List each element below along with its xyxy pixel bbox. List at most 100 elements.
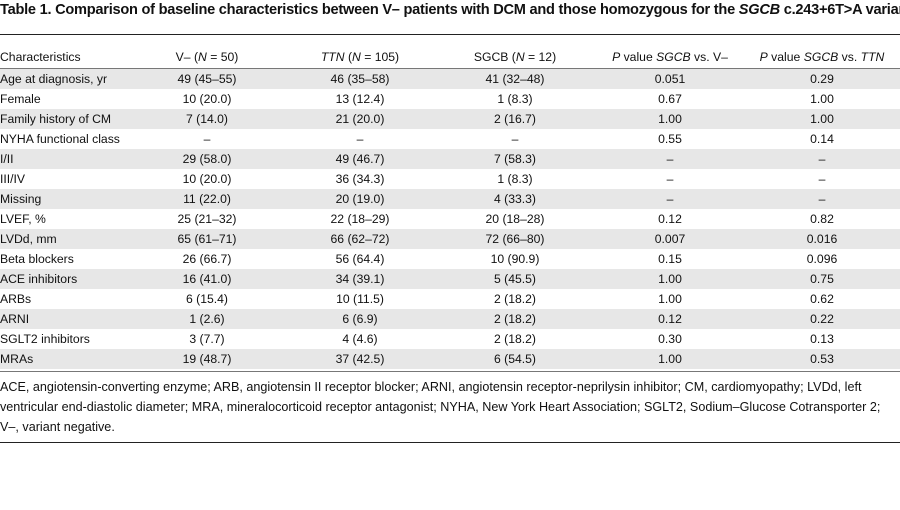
row-stripe (0, 349, 900, 369)
table-row: Missing 11 (22.0) 20 (19.0) 4 (33.3) – – (0, 189, 900, 209)
table-row: SGLT2 inhibitors 3 (7.7) 4 (4.6) 2 (18.2) 0.… (0, 329, 900, 349)
table-cell: 41 (32–48) (485, 72, 545, 86)
row-stripe (0, 189, 900, 209)
row-stripe (0, 229, 900, 249)
table-cell: – (666, 172, 674, 186)
table-row: Family history of CM 7 (14.0) 21 (20.0) 2 (… (0, 109, 900, 129)
table-cell: 0.016 (806, 232, 838, 246)
table-cell: 1.00 (658, 272, 682, 286)
table-cell: 36 (34.3) (335, 172, 385, 186)
table-cell: 46 (35–58) (330, 72, 390, 86)
header-vneg: V– (N = 50) (175, 50, 239, 64)
table-row: ACE inhibitors 16 (41.0) 34 (39.1) 5 (45.5)… (0, 269, 900, 289)
row-stripe (0, 149, 900, 169)
table-cell: 10 (11.5) (336, 292, 384, 306)
table-row: I/II 29 (58.0) 49 (46.7) 7 (58.3) – – (0, 149, 900, 169)
title-gene: SGCB (738, 2, 780, 18)
table-cell: 0.15 (658, 252, 682, 266)
table-row: III/IV 10 (20.0) 36 (34.3) 1 (8.3) – – (0, 169, 900, 189)
table-cell: – (356, 132, 364, 146)
table-cell: 4 (4.6) (342, 332, 378, 346)
table-row: NYHA functional class – – – 0.55 0.14 (0, 129, 900, 149)
table-cell: 6 (6.9) (342, 312, 378, 326)
header-row: Characteristics V– (N = 50) TTN (N = 105… (0, 47, 900, 67)
top-rule (0, 34, 900, 35)
table-cell: 20 (19.0) (335, 192, 385, 206)
table-cell: – (203, 132, 211, 146)
table-cell: 6 (54.5) (493, 352, 536, 366)
table-cell: 10 (90.9) (490, 252, 540, 266)
row-label: ARBs (0, 292, 32, 306)
table-cell: 0.30 (658, 332, 682, 346)
table-cell: 1 (2.6) (189, 312, 225, 326)
table-cell: – (666, 152, 674, 166)
table-cell: 2 (18.2) (493, 292, 536, 306)
header-p-sgcb-ttn: P value SGCB vs. TTN (759, 50, 885, 64)
table-row: Female 10 (20.0) 13 (12.4) 1 (8.3) 0.67 1.00 (0, 89, 900, 109)
row-stripe (0, 109, 900, 129)
row-stripe (0, 69, 900, 89)
table-cell: 2 (18.2) (493, 312, 536, 326)
row-stripe (0, 309, 900, 329)
table-cell: 1.00 (810, 112, 834, 126)
row-label: MRAs (0, 352, 34, 366)
table-row: Beta blockers 26 (66.7) 56 (64.4) 10 (90.9)… (0, 249, 900, 269)
row-label: LVDd, mm (0, 232, 57, 246)
table-cell: 65 (61–71) (177, 232, 237, 246)
table-cell: – (511, 132, 519, 146)
table-cell: 25 (21–32) (177, 212, 237, 226)
table-cell: 11 (22.0) (183, 192, 231, 206)
table-cell: – (818, 152, 826, 166)
table-cell: – (666, 192, 674, 206)
row-label: Missing (0, 192, 42, 206)
table-cell: 22 (18–29) (330, 212, 390, 226)
table-cell: 7 (58.3) (493, 152, 536, 166)
table-row: ARNI 1 (2.6) 6 (6.9) 2 (18.2) 0.12 0.22 (0, 309, 900, 329)
table-cell: 20 (18–28) (485, 212, 545, 226)
table-cell: 0.14 (810, 132, 834, 146)
table-cell: 0.82 (810, 212, 834, 226)
table-cell: 5 (45.5) (493, 272, 536, 286)
title-suffix: c.243+6T>A variant (779, 2, 900, 18)
row-label: LVEF, % (0, 212, 46, 226)
table-row: Age at diagnosis, yr 49 (45–55) 46 (35–58)… (0, 69, 900, 89)
table-cell: 1.00 (658, 112, 682, 126)
table-cell: 1 (8.3) (497, 92, 533, 106)
table-cell: 0.12 (658, 312, 682, 326)
table-cell: 16 (41.0) (182, 272, 232, 286)
table-cell: 29 (58.0) (182, 152, 232, 166)
table-cell: 0.29 (810, 72, 834, 86)
table-cell: 0.67 (658, 92, 682, 106)
row-stripe (0, 269, 900, 289)
table-cell: 6 (15.4) (185, 292, 228, 306)
table-cell: 7 (14.0) (185, 112, 228, 126)
table-cell: 0.007 (654, 232, 686, 246)
table-cell: 21 (20.0) (335, 112, 385, 126)
row-label: Beta blockers (0, 252, 74, 266)
table-cell: 0.55 (658, 132, 682, 146)
table-cell: 4 (33.3) (493, 192, 536, 206)
table-cell: 37 (42.5) (335, 352, 385, 366)
table-cell: 2 (16.7) (493, 112, 536, 126)
table-row: MRAs 19 (48.7) 37 (42.5) 6 (54.5) 1.00 0.53 (0, 349, 900, 369)
table-cell: 66 (62–72) (330, 232, 390, 246)
table-row: LVEF, % 25 (21–32) 22 (18–29) 20 (18–28) 0.1… (0, 209, 900, 229)
table-cell: 2 (18.2) (493, 332, 536, 346)
table-row: ARBs 6 (15.4) 10 (11.5) 2 (18.2) 1.00 0.62 (0, 289, 900, 309)
table-row: LVDd, mm 65 (61–71) 66 (62–72) 72 (66–80) 0.… (0, 229, 900, 249)
table-cell: 26 (66.7) (182, 252, 232, 266)
table-cell: 56 (64.4) (335, 252, 385, 266)
table-cell: 10 (20.0) (182, 92, 232, 106)
row-label: Family history of CM (0, 112, 112, 126)
header-sgcb: SGCB (N = 12) (473, 50, 557, 64)
table-title: Table 1. Comparison of baseline characte… (0, 0, 900, 30)
header-rule (0, 68, 900, 69)
bottom-rule (0, 442, 900, 443)
table-cell: 0.13 (810, 332, 834, 346)
table-cell: 0.22 (810, 312, 834, 326)
row-label: III/IV (0, 172, 26, 186)
table-cell: – (818, 192, 826, 206)
table-cell: 1 (8.3) (497, 172, 533, 186)
table-cell: 0.096 (806, 252, 838, 266)
title-prefix: Table 1. Comparison of baseline characte… (0, 2, 739, 18)
